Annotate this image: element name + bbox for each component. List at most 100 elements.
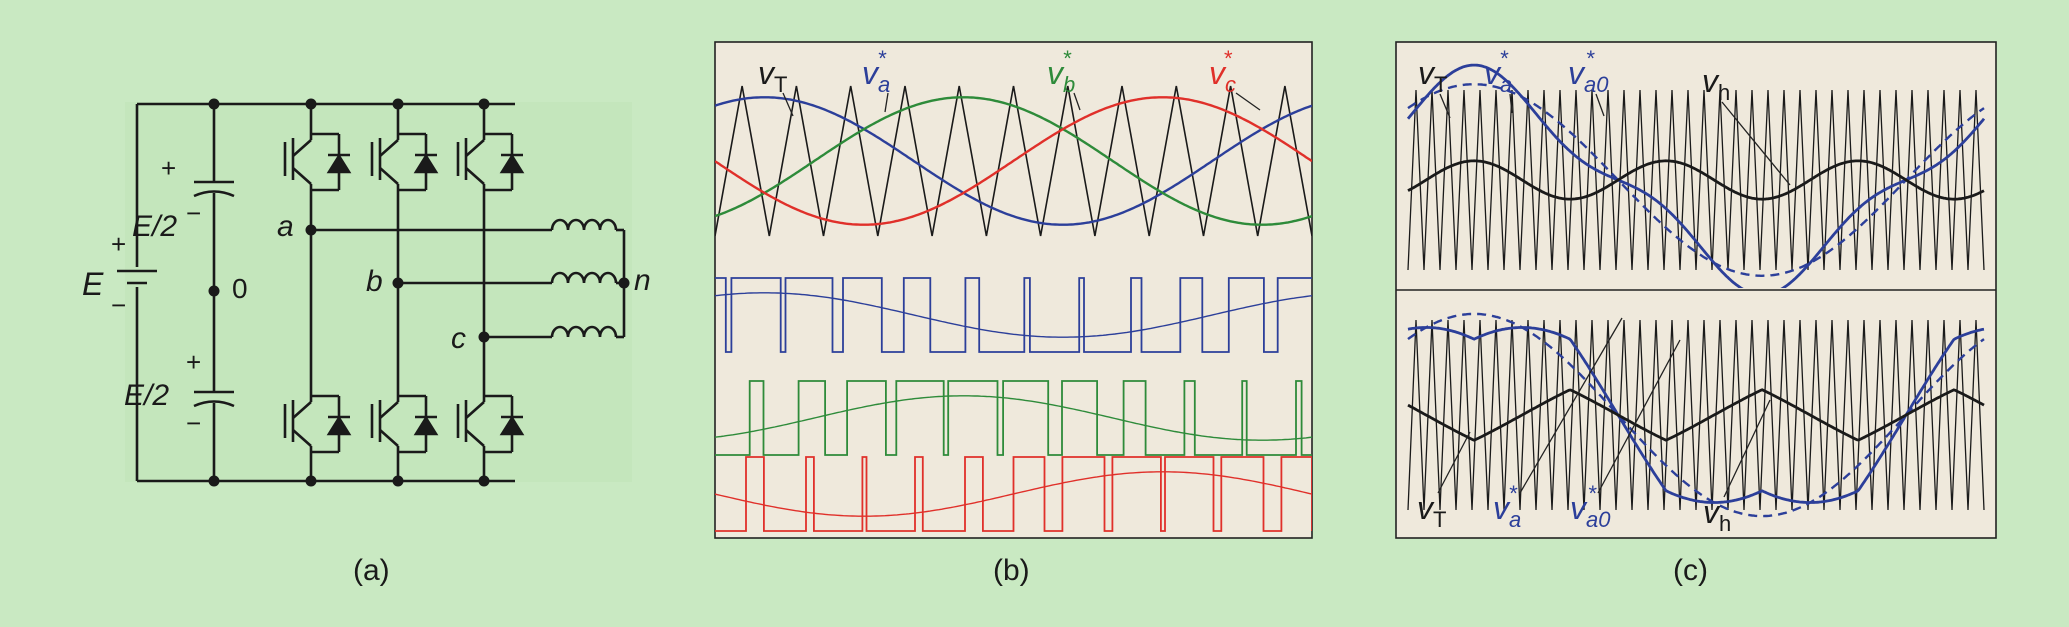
cap-upper-plate-bottom — [193, 190, 235, 198]
label-plus-upper-cap: + — [161, 153, 176, 183]
label-top-va: va* — [1484, 46, 1512, 97]
diode-body — [326, 153, 352, 174]
zero-sequence-injection-panel: vT va* va0* vh vT va* va0* vh (c) — [1395, 41, 1997, 587]
label-e-half-upper: E/2 — [132, 210, 177, 243]
label-bottom-va0: va0* — [1570, 481, 1611, 532]
dense-carrier — [1407, 319, 1985, 511]
diode-body — [326, 415, 352, 436]
panel-b-waveforms — [715, 85, 1312, 532]
panel-c-top-waveforms — [1406, 63, 1986, 288]
label-e-half-lower: E/2 — [124, 379, 169, 412]
lower-switch-b — [370, 390, 439, 458]
igbt-collector — [465, 139, 485, 157]
diode-body — [413, 153, 439, 174]
pwm-fundamental-a — [715, 292, 1312, 338]
label-minus-battery: − — [111, 290, 126, 320]
panel-c-bottom-waveforms — [1407, 312, 1985, 518]
pwm-fundamental-b — [715, 395, 1312, 441]
label-bottom-vh: vh — [1703, 494, 1731, 536]
igbt-collector — [292, 139, 312, 157]
dense-carrier — [1407, 89, 1985, 271]
igbt-collector — [379, 401, 399, 419]
label-midpoint-zero: 0 — [232, 273, 248, 304]
upper-switch-c — [456, 128, 525, 196]
caption-a: (a) — [353, 554, 390, 587]
leader-bottom-vh — [1723, 399, 1771, 498]
label-carrier-vt: vT — [758, 55, 787, 97]
label-minus-upper-cap: − — [186, 198, 201, 228]
igbt-emitter — [465, 429, 485, 447]
label-bottom-va: va* — [1493, 481, 1521, 532]
carrier-triangle — [715, 85, 1312, 237]
modified-reference-va0 — [1406, 63, 1986, 288]
caption-b: (b) — [993, 554, 1030, 587]
inductor-a — [550, 218, 618, 231]
reference-c — [715, 96, 1312, 226]
label-node-n: n — [634, 264, 651, 297]
igbt-emitter — [292, 429, 312, 447]
label-node-a: a — [277, 210, 294, 243]
rail-junction-bottom-c — [478, 475, 490, 487]
leader-vb — [1073, 92, 1081, 111]
pwm-pulse-train-b — [715, 380, 1312, 456]
label-minus-lower-cap: − — [186, 408, 201, 438]
label-ref-vb: vb* — [1047, 46, 1075, 97]
reference-va-dashed — [1407, 312, 1985, 518]
rail-junction-bottom-b — [392, 475, 404, 487]
caption-c: (c) — [1673, 554, 1708, 587]
rail-junction-top-a — [305, 98, 317, 110]
leader-carrier — [782, 92, 794, 117]
inverter-circuit-panel: + E/2 − + E − 0 + E/2 − a b c n (a) — [82, 98, 651, 587]
panel-c-leader-lines — [1437, 93, 1791, 498]
lower-switch-c — [456, 390, 525, 458]
pwm-pulse-train-a — [715, 277, 1312, 353]
rail-junction-top-b — [392, 98, 404, 110]
label-plus-battery: + — [111, 229, 126, 259]
leader-bottom-va — [1519, 317, 1623, 494]
junction-cap-bottom — [208, 475, 220, 487]
modified-reference-va0 — [1407, 326, 1985, 504]
panel-b-leader-lines — [782, 92, 1261, 117]
lower-switch-a — [283, 390, 352, 458]
leader-bottom-va0 — [1597, 339, 1681, 494]
midpoint-node — [208, 285, 220, 297]
inductor-c — [550, 325, 618, 338]
label-ref-va: va* — [862, 46, 890, 97]
rail-junction-bottom-a — [305, 475, 317, 487]
junction-cap-top — [208, 98, 220, 110]
leader-top-va — [1509, 93, 1513, 114]
circuit-schematic — [117, 98, 630, 487]
pwm-fundamental-c — [715, 471, 1312, 517]
leader-top-va0 — [1595, 93, 1605, 117]
igbt-collector — [379, 139, 399, 157]
igbt-emitter — [465, 167, 485, 185]
diode-body — [499, 153, 525, 174]
inductor-b — [550, 271, 618, 284]
igbt-emitter — [379, 429, 399, 447]
label-e: E — [82, 266, 104, 302]
pwm-pulse-train-c — [715, 456, 1312, 532]
leader-vc — [1235, 92, 1261, 111]
neutral-node-n — [618, 277, 630, 289]
leader-top-vh — [1721, 101, 1791, 186]
zero-sequence-vh — [1407, 159, 1985, 201]
pwm-waveform-panel: vT va* vb* vc* (b) — [714, 41, 1313, 587]
label-top-vt: vT — [1418, 55, 1447, 97]
label-plus-lower-cap: + — [186, 347, 201, 377]
igbt-emitter — [292, 167, 312, 185]
label-node-c: c — [451, 322, 466, 355]
upper-switch-a — [283, 128, 352, 196]
label-ref-vc: vc* — [1209, 46, 1236, 97]
reference-va-dashed — [1407, 82, 1985, 277]
leader-bottom-vt — [1437, 431, 1471, 494]
igbt-emitter — [379, 167, 399, 185]
diode-body — [499, 415, 525, 436]
rail-junction-top-c — [478, 98, 490, 110]
upper-switch-b — [370, 128, 439, 196]
cap-lower-plate-bottom — [193, 400, 235, 408]
zero-sequence-vh — [1407, 388, 1985, 442]
reference-b — [715, 96, 1312, 226]
label-top-va0: va0* — [1568, 46, 1609, 97]
leader-va — [884, 92, 889, 113]
